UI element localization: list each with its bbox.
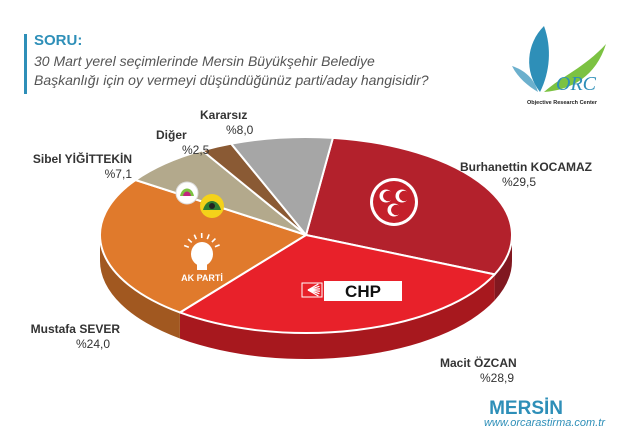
slice-label-kararsiz: Kararsız %8,0 (200, 108, 253, 138)
pie-sides (100, 235, 512, 359)
slice-name: Sibel YİĞİTTEKİN (32, 152, 132, 166)
pie-slice-kararsiz (230, 136, 334, 236)
chp-badge-text: CHP (345, 282, 381, 301)
akp-badge-text: AK PARTİ (181, 273, 223, 283)
slice-name: Kararsız (200, 108, 248, 122)
party-badges: CHP AK PARTİ (175, 178, 418, 301)
slice-label-ozcan: Macit ÖZCAN %28,9 (440, 356, 517, 386)
svg-text:ORC: ORC (556, 73, 597, 95)
slice-label-kocamaz: Burhanettin KOCAMAZ %29,5 (442, 160, 592, 190)
pie-side-akp (100, 235, 180, 339)
orc-leaf-icon: ORC (512, 26, 606, 95)
question-line-1: 30 Mart yerel seçimlerinde Mersin Büyükş… (34, 53, 375, 69)
mhp-emblem-icon (370, 178, 418, 226)
akp-bulb-icon: AK PARTİ (181, 232, 223, 283)
question-text: 30 Mart yerel seçimlerinde Mersin Büyükş… (34, 52, 504, 90)
slice-value: %24,0 (75, 337, 110, 351)
slice-value: %29,5 (501, 175, 536, 189)
footer-url: www.orcarastirma.com.tr (483, 417, 605, 429)
bdp-logo-icon (200, 194, 224, 218)
slice-name: Mustafa SEVER (30, 322, 120, 336)
slice-label-sibel: Sibel YİĞİTTEKİN %7,1 (26, 152, 132, 182)
hdp-logo-icon (175, 181, 199, 205)
pie-side-mhp (494, 235, 512, 301)
slice-value: %28,9 (480, 371, 515, 385)
logo-caption: Objective Research Center (526, 100, 597, 106)
slice-name: Burhanettin KOCAMAZ (460, 160, 592, 174)
question-label: SORU: (34, 32, 83, 49)
slice-value: %8,0 (226, 123, 254, 137)
slice-value: %7,1 (104, 167, 132, 181)
pie-side-chp (179, 274, 495, 359)
question-line-2: Başkanlığı için oy vermeyi düşündüğünüz … (34, 72, 429, 88)
slice-label-sever: Mustafa SEVER %24,0 (10, 322, 120, 352)
chp-badge-icon: CHP (301, 281, 402, 301)
slice-value: %2,5 (182, 143, 210, 157)
slice-label-diger: Diğer %2,5 (156, 128, 209, 158)
footer-city: MERSİN (489, 398, 563, 419)
slice-name: Macit ÖZCAN (440, 356, 517, 370)
slice-name: Diğer (156, 128, 187, 142)
orc-logo: ORC Objective Research Center (510, 20, 614, 112)
question-accent-bar (24, 34, 27, 94)
